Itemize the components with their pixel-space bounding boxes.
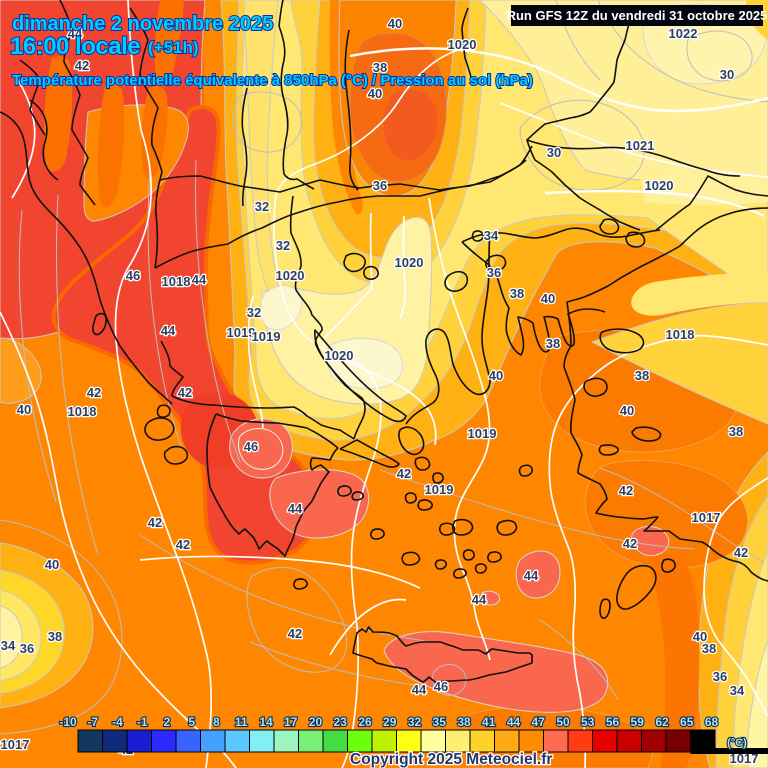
svg-text:44: 44 bbox=[472, 592, 487, 607]
svg-text:30: 30 bbox=[720, 67, 734, 82]
svg-text:(+51h): (+51h) bbox=[148, 38, 199, 57]
svg-text:1022: 1022 bbox=[669, 26, 698, 41]
svg-text:1019: 1019 bbox=[252, 329, 281, 344]
svg-text:11: 11 bbox=[235, 715, 248, 729]
svg-text:41: 41 bbox=[482, 715, 496, 729]
svg-text:23: 23 bbox=[334, 715, 348, 729]
svg-text:38: 38 bbox=[702, 641, 716, 656]
svg-text:36: 36 bbox=[373, 178, 387, 193]
svg-text:Run GFS 12Z du vendredi 31 oct: Run GFS 12Z du vendredi 31 octobre 2025 bbox=[507, 8, 768, 23]
svg-text:44: 44 bbox=[524, 568, 539, 583]
svg-text:38: 38 bbox=[48, 629, 62, 644]
svg-text:44: 44 bbox=[68, 26, 83, 41]
svg-text:40: 40 bbox=[693, 629, 707, 644]
svg-text:50: 50 bbox=[556, 715, 570, 729]
svg-text:29: 29 bbox=[383, 715, 397, 729]
svg-text:40: 40 bbox=[388, 16, 402, 31]
svg-text:Température potentielle équiva: Température potentielle équivalente à 85… bbox=[12, 72, 533, 89]
svg-text:34: 34 bbox=[484, 228, 499, 243]
svg-text:(°C): (°C) bbox=[727, 737, 747, 749]
svg-text:56: 56 bbox=[606, 715, 620, 729]
svg-text:32: 32 bbox=[408, 715, 422, 729]
svg-text:40: 40 bbox=[489, 368, 503, 383]
svg-text:1020: 1020 bbox=[448, 37, 477, 52]
svg-text:1018: 1018 bbox=[162, 274, 191, 289]
svg-text:36: 36 bbox=[713, 669, 727, 684]
svg-text:44: 44 bbox=[412, 682, 427, 697]
svg-text:42: 42 bbox=[178, 385, 192, 400]
svg-text:1017: 1017 bbox=[1, 737, 30, 752]
svg-text:44: 44 bbox=[192, 272, 207, 287]
svg-text:53: 53 bbox=[581, 715, 595, 729]
svg-text:-1: -1 bbox=[137, 715, 148, 729]
svg-text:dimanche 2 novembre 2025: dimanche 2 novembre 2025 bbox=[12, 13, 273, 35]
svg-text:1019: 1019 bbox=[227, 325, 256, 340]
svg-text:38: 38 bbox=[635, 368, 649, 383]
svg-text:17: 17 bbox=[284, 715, 298, 729]
svg-text:40: 40 bbox=[17, 402, 31, 417]
svg-text:20: 20 bbox=[309, 715, 323, 729]
svg-text:30: 30 bbox=[547, 145, 561, 160]
svg-text:42: 42 bbox=[75, 58, 89, 73]
svg-text:34: 34 bbox=[730, 683, 745, 698]
svg-text:44: 44 bbox=[288, 501, 303, 516]
svg-text:1019: 1019 bbox=[425, 482, 454, 497]
svg-text:68: 68 bbox=[705, 715, 719, 729]
svg-text:38: 38 bbox=[457, 715, 471, 729]
svg-text:1020: 1020 bbox=[325, 348, 354, 363]
svg-text:1020: 1020 bbox=[276, 268, 305, 283]
svg-text:26: 26 bbox=[358, 715, 372, 729]
svg-text:42: 42 bbox=[87, 385, 101, 400]
svg-text:36: 36 bbox=[487, 265, 501, 280]
svg-text:62: 62 bbox=[655, 715, 669, 729]
svg-text:-10: -10 bbox=[59, 715, 77, 729]
svg-text:38: 38 bbox=[546, 336, 560, 351]
svg-text:42: 42 bbox=[148, 515, 162, 530]
svg-text:42: 42 bbox=[734, 545, 748, 560]
svg-text:32: 32 bbox=[247, 305, 261, 320]
svg-text:42: 42 bbox=[288, 626, 302, 641]
svg-text:59: 59 bbox=[631, 715, 645, 729]
svg-text:1020: 1020 bbox=[395, 255, 424, 270]
svg-text:44: 44 bbox=[161, 323, 176, 338]
svg-text:32: 32 bbox=[255, 199, 269, 214]
svg-text:46: 46 bbox=[126, 268, 140, 283]
svg-text:35: 35 bbox=[433, 715, 447, 729]
svg-text:40: 40 bbox=[541, 291, 555, 306]
svg-text:42: 42 bbox=[176, 537, 190, 552]
svg-text:1019: 1019 bbox=[468, 426, 497, 441]
svg-text:38: 38 bbox=[510, 286, 524, 301]
svg-text:46: 46 bbox=[244, 439, 258, 454]
svg-text:5: 5 bbox=[188, 715, 195, 729]
svg-text:65: 65 bbox=[680, 715, 694, 729]
svg-text:1017: 1017 bbox=[730, 751, 759, 766]
svg-text:42: 42 bbox=[397, 466, 411, 481]
svg-text:38: 38 bbox=[729, 424, 743, 439]
svg-text:Copyright 2025 Meteociel.fr: Copyright 2025 Meteociel.fr bbox=[350, 751, 552, 768]
svg-text:36: 36 bbox=[20, 641, 34, 656]
svg-text:1020: 1020 bbox=[645, 178, 674, 193]
svg-text:40: 40 bbox=[45, 557, 59, 572]
svg-text:40: 40 bbox=[620, 403, 634, 418]
svg-text:47: 47 bbox=[532, 715, 546, 729]
svg-text:1021: 1021 bbox=[626, 138, 655, 153]
svg-text:1018: 1018 bbox=[666, 327, 695, 342]
svg-text:32: 32 bbox=[276, 238, 290, 253]
svg-text:38: 38 bbox=[373, 60, 387, 75]
svg-text:8: 8 bbox=[213, 715, 220, 729]
svg-text:40: 40 bbox=[368, 86, 382, 101]
svg-text:-7: -7 bbox=[87, 715, 98, 729]
svg-text:16:00 locale: 16:00 locale bbox=[10, 33, 140, 60]
svg-text:34: 34 bbox=[1, 638, 16, 653]
svg-text:42: 42 bbox=[619, 483, 633, 498]
svg-text:1018: 1018 bbox=[68, 404, 97, 419]
svg-text:46: 46 bbox=[434, 679, 448, 694]
svg-text:1017: 1017 bbox=[692, 510, 721, 525]
svg-text:44: 44 bbox=[507, 715, 521, 729]
svg-text:2: 2 bbox=[164, 715, 171, 729]
svg-text:14: 14 bbox=[259, 715, 273, 729]
svg-text:42: 42 bbox=[623, 536, 637, 551]
svg-text:-4: -4 bbox=[112, 715, 123, 729]
